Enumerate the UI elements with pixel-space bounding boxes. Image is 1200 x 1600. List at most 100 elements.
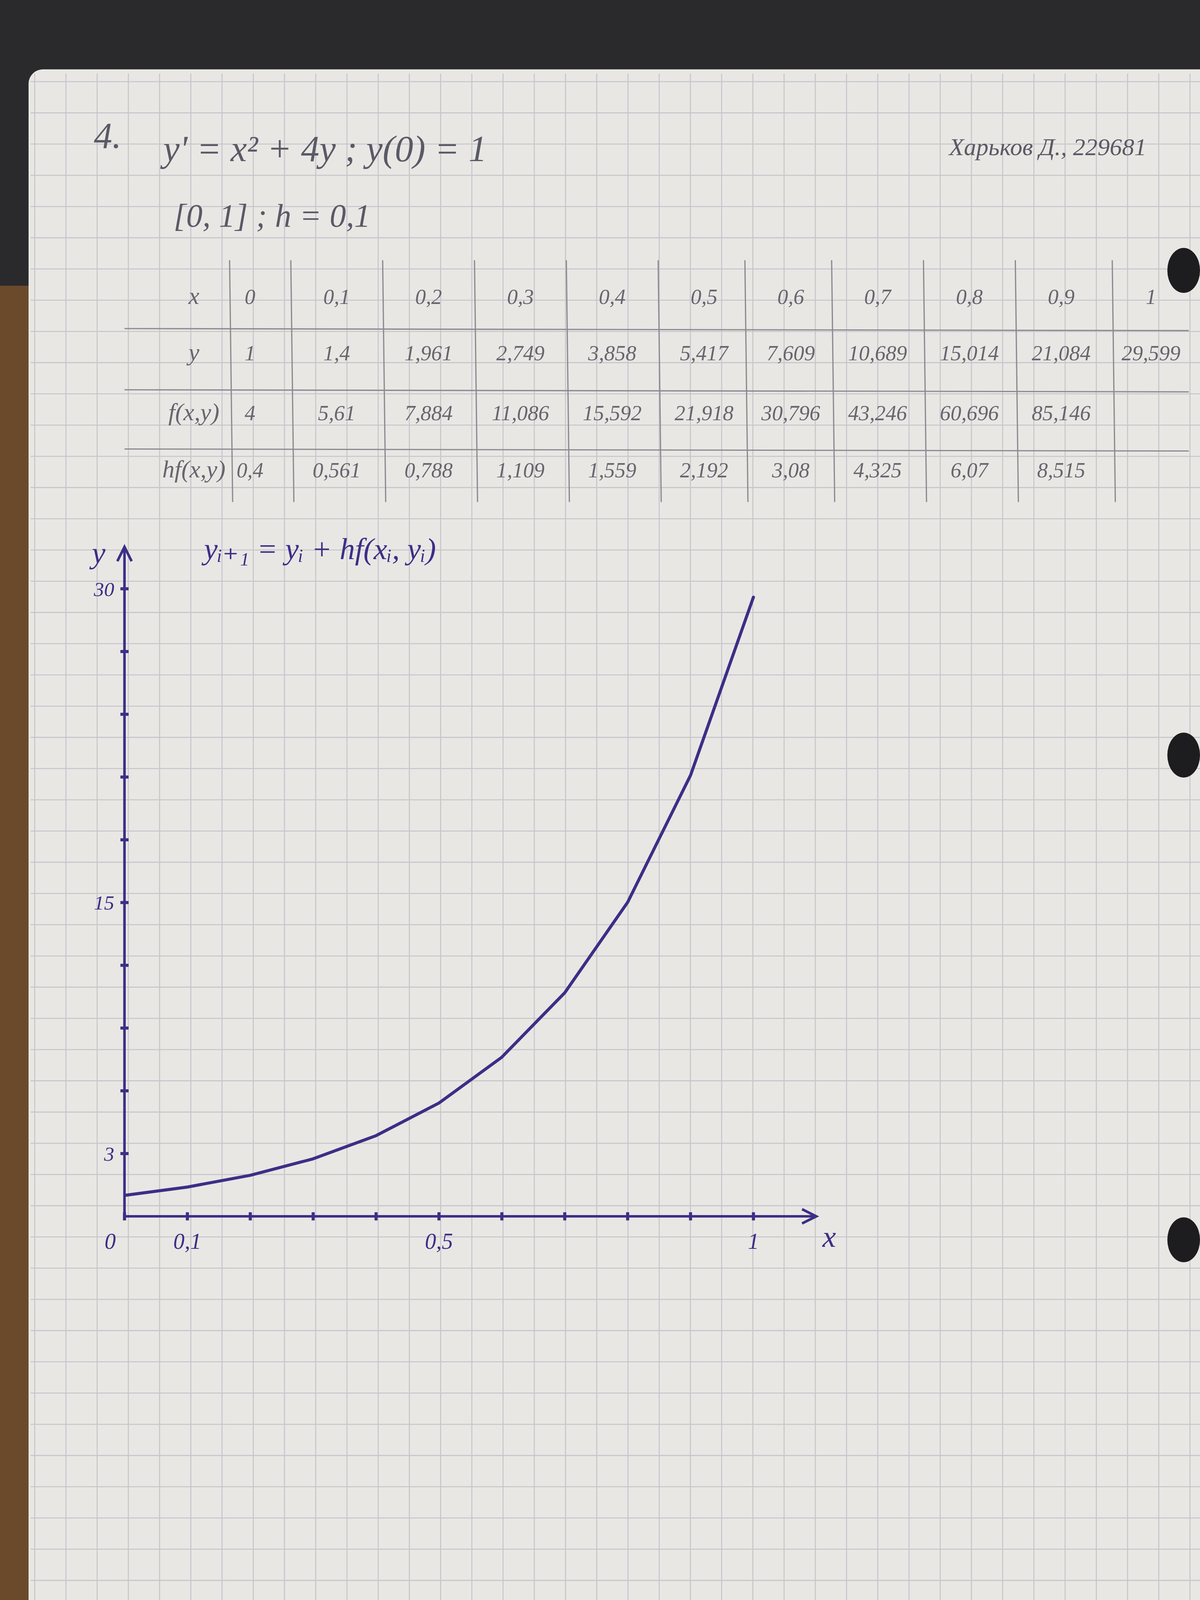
table-cell: 10,689 (848, 341, 908, 366)
y-tick (120, 963, 129, 968)
y-tick (120, 1026, 129, 1030)
paper-line (30, 237, 1200, 239)
table-line (229, 260, 233, 502)
table-cell: 7,884 (404, 401, 453, 425)
hole (1167, 1217, 1200, 1263)
equation: y' = x² + 4y ; y(0) = 1 (159, 128, 487, 170)
table-cell: 0,8 (955, 284, 983, 309)
x-tick (123, 1212, 127, 1221)
table-line (124, 389, 1189, 392)
table-cell: 8,515 (1037, 458, 1086, 483)
x-tick (185, 1212, 189, 1221)
y-tick (120, 712, 129, 716)
table-cell: 43,246 (848, 401, 908, 425)
paper-grid (30, 73, 1200, 1600)
y-tick (120, 775, 129, 779)
table-cell: 0,788 (404, 458, 453, 483)
table-cell: 1 (1145, 284, 1157, 309)
table-cell: 7,609 (766, 341, 816, 366)
paper-line (30, 830, 1200, 832)
paper-line (30, 1423, 1200, 1425)
chart: 00,10,5131530xyyᵢ₊₁ = yᵢ + hf(xᵢ, yᵢ) (88, 531, 836, 1254)
data-line (124, 597, 754, 1196)
table-line (124, 448, 1189, 451)
plot-area (124, 597, 754, 1196)
table-line (382, 260, 386, 502)
paper-line (30, 768, 1200, 770)
table: x00,10,20,30,40,50,60,70,80,91y11,41,961… (124, 260, 1189, 502)
x-arrow (801, 1209, 817, 1224)
paper-line (30, 643, 1200, 645)
table-cell: 0,2 (415, 284, 443, 309)
table-cell: 6,07 (950, 458, 990, 483)
paper-line (30, 611, 1200, 614)
paper-line (30, 174, 1200, 176)
table-cell: 0,3 (507, 284, 535, 309)
table-cell: 3,08 (771, 458, 810, 483)
formula: yᵢ₊₁ = yᵢ + hf(xᵢ, yᵢ) (201, 531, 436, 566)
paper-line (565, 73, 567, 1600)
table-cell: 1,559 (588, 458, 637, 483)
paper-line (30, 1517, 1200, 1519)
table-line (474, 260, 478, 502)
paper-line (30, 112, 1200, 114)
y-axis-label: y (88, 535, 106, 570)
table-line (831, 260, 835, 502)
paper-line (30, 1017, 1200, 1020)
paper-line (596, 73, 598, 1600)
paper-line (408, 73, 410, 1600)
table-cell: 15,014 (940, 341, 1000, 366)
paper-line (315, 73, 317, 1600)
row-header: hf(x,y) (162, 455, 226, 483)
x-tick (563, 1212, 567, 1221)
table-line (290, 260, 295, 502)
table-cell: 21,918 (674, 401, 734, 425)
paper-line (30, 1548, 1200, 1550)
table-line (1015, 260, 1019, 502)
table-cell: 0 (244, 284, 256, 309)
task-number: 4. (94, 115, 122, 156)
paper-line (30, 1486, 1200, 1488)
paper-line (30, 1455, 1200, 1457)
paper-line (221, 73, 223, 1600)
y-tick (120, 901, 129, 905)
x-tick (626, 1212, 630, 1221)
table-cell: 21,084 (1031, 341, 1091, 366)
hole (1167, 732, 1200, 778)
x-tick (374, 1212, 378, 1221)
paper-line (1001, 73, 1004, 1600)
table-cell: 2,192 (680, 458, 729, 483)
paper-line (30, 674, 1200, 676)
x-tick (311, 1212, 315, 1221)
x-axis (124, 1215, 817, 1218)
table-cell: 0,6 (777, 284, 805, 309)
y-tick (120, 838, 129, 842)
paper-line (30, 1111, 1200, 1113)
paper-line (127, 73, 129, 1600)
paper-line (284, 73, 286, 1600)
y-tick (120, 587, 129, 591)
x-tick (688, 1212, 693, 1221)
paper-line (30, 1080, 1200, 1082)
paper-line (471, 73, 473, 1600)
row-header: x (188, 282, 200, 310)
y-tick (120, 650, 129, 654)
x-tick (437, 1212, 441, 1221)
paper-line (721, 73, 723, 1600)
y-tick-label: 30 (93, 577, 115, 601)
x-tick (248, 1212, 252, 1221)
paper-line (30, 268, 1200, 270)
y-tick (120, 1089, 129, 1093)
x-tick-label: 0 (104, 1228, 116, 1254)
paper-line (30, 393, 1200, 395)
table-cell: 4,325 (853, 458, 902, 483)
table-line (1112, 260, 1116, 502)
x-tick-label: 0,5 (425, 1228, 454, 1254)
table-cell: 29,599 (1121, 341, 1181, 366)
paper-line (30, 736, 1200, 739)
paper-line (1158, 73, 1160, 1600)
paper-line (30, 580, 1200, 582)
table-cell: 15,592 (582, 401, 643, 425)
paper-line (30, 799, 1200, 801)
paper-line (30, 1267, 1200, 1269)
